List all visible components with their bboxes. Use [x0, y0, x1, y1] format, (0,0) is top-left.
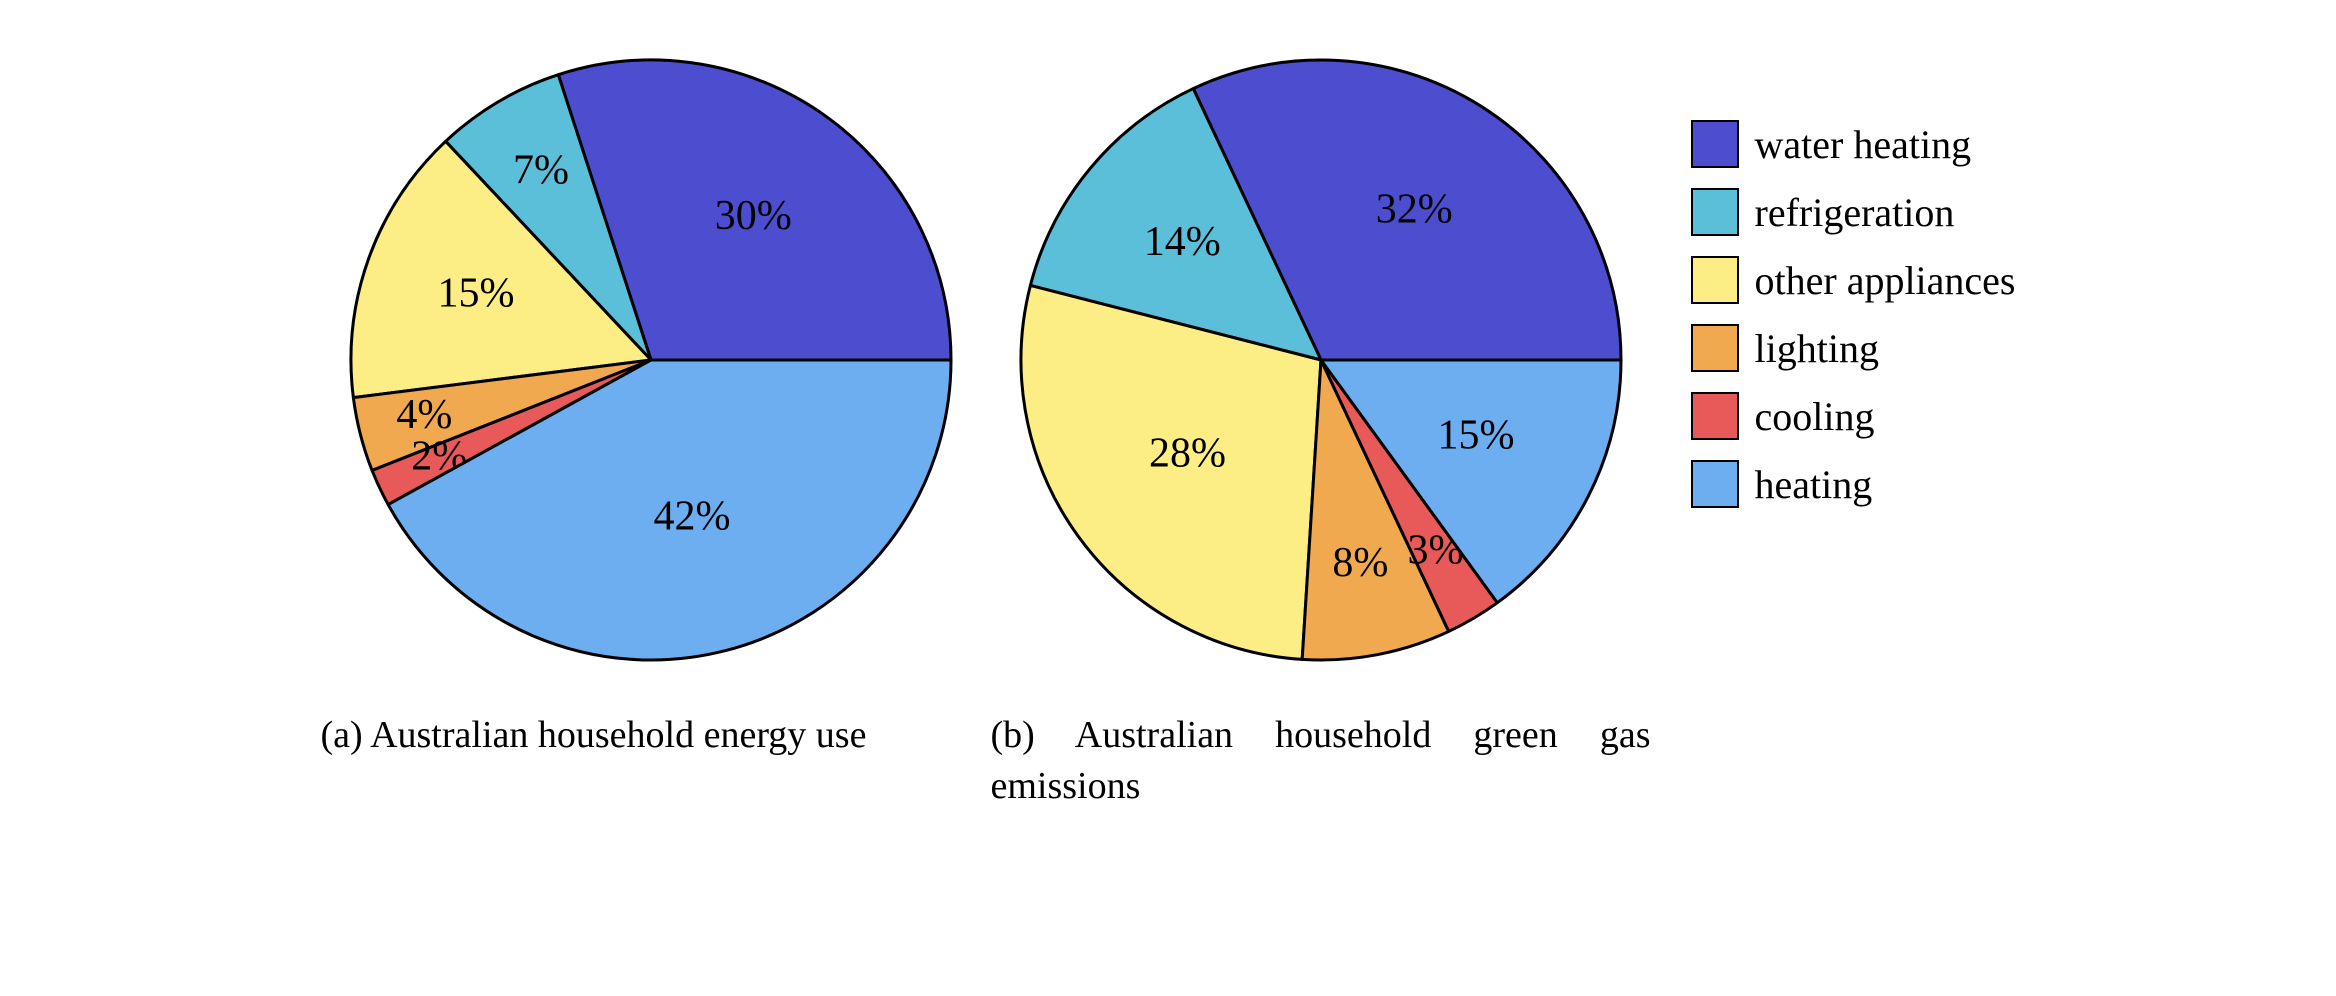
pie-label-water-heating: 30% — [714, 193, 791, 239]
legend-item-heating: heating — [1691, 460, 2016, 508]
chart-a-pie-wrap: 30%7%15%4%2%42% — [321, 40, 981, 680]
legend-item-refrigeration: refrigeration — [1691, 188, 2016, 236]
chart-a-block: 30%7%15%4%2%42% (a) Australian household… — [321, 40, 981, 813]
chart-b-pie-wrap: 32%14%28%8%3%15% — [991, 40, 1651, 680]
legend-item-water-heating: water heating — [1691, 120, 2016, 168]
pie-label-heating: 15% — [1437, 413, 1514, 459]
pie-label-refrigeration: 14% — [1143, 219, 1220, 265]
pie-label-other-appliances: 28% — [1149, 431, 1226, 477]
legend-swatch-heating — [1691, 460, 1739, 508]
chart-b-block: 32%14%28%8%3%15% (b) Australian househol… — [991, 40, 1651, 813]
chart-a-caption: (a) Australian household energy use — [321, 710, 981, 761]
pie-label-lighting: 4% — [396, 392, 452, 438]
legend-item-cooling: cooling — [1691, 392, 2016, 440]
legend-swatch-cooling — [1691, 392, 1739, 440]
chart-b-caption: (b) Australian household green gas emiss… — [991, 710, 1651, 813]
legend-swatch-other-appliances — [1691, 256, 1739, 304]
pie-label-water-heating: 32% — [1375, 187, 1452, 233]
legend-item-lighting: lighting — [1691, 324, 2016, 372]
charts-row: 30%7%15%4%2%42% (a) Australian household… — [321, 40, 1651, 813]
legend-label-refrigeration: refrigeration — [1755, 189, 1955, 236]
chart-container: 30%7%15%4%2%42% (a) Australian household… — [321, 40, 2016, 813]
legend-swatch-lighting — [1691, 324, 1739, 372]
chart-b-pie: 32%14%28%8%3%15% — [1001, 40, 1641, 680]
legend-label-heating: heating — [1755, 461, 1873, 508]
pie-label-lighting: 8% — [1332, 540, 1388, 586]
legend-label-cooling: cooling — [1755, 393, 1875, 440]
legend-swatch-water-heating — [1691, 120, 1739, 168]
legend-label-other-appliances: other appliances — [1755, 257, 2016, 304]
legend-label-lighting: lighting — [1755, 325, 1879, 372]
legend-label-water-heating: water heating — [1755, 121, 1972, 168]
legend: water heating refrigeration other applianc… — [1691, 120, 2016, 528]
pie-label-heating: 42% — [653, 493, 730, 539]
chart-a-pie: 30%7%15%4%2%42% — [331, 40, 971, 680]
legend-swatch-refrigeration — [1691, 188, 1739, 236]
legend-item-other-appliances: other appliances — [1691, 256, 2016, 304]
pie-label-refrigeration: 7% — [513, 148, 569, 194]
pie-label-other-appliances: 15% — [437, 271, 514, 317]
